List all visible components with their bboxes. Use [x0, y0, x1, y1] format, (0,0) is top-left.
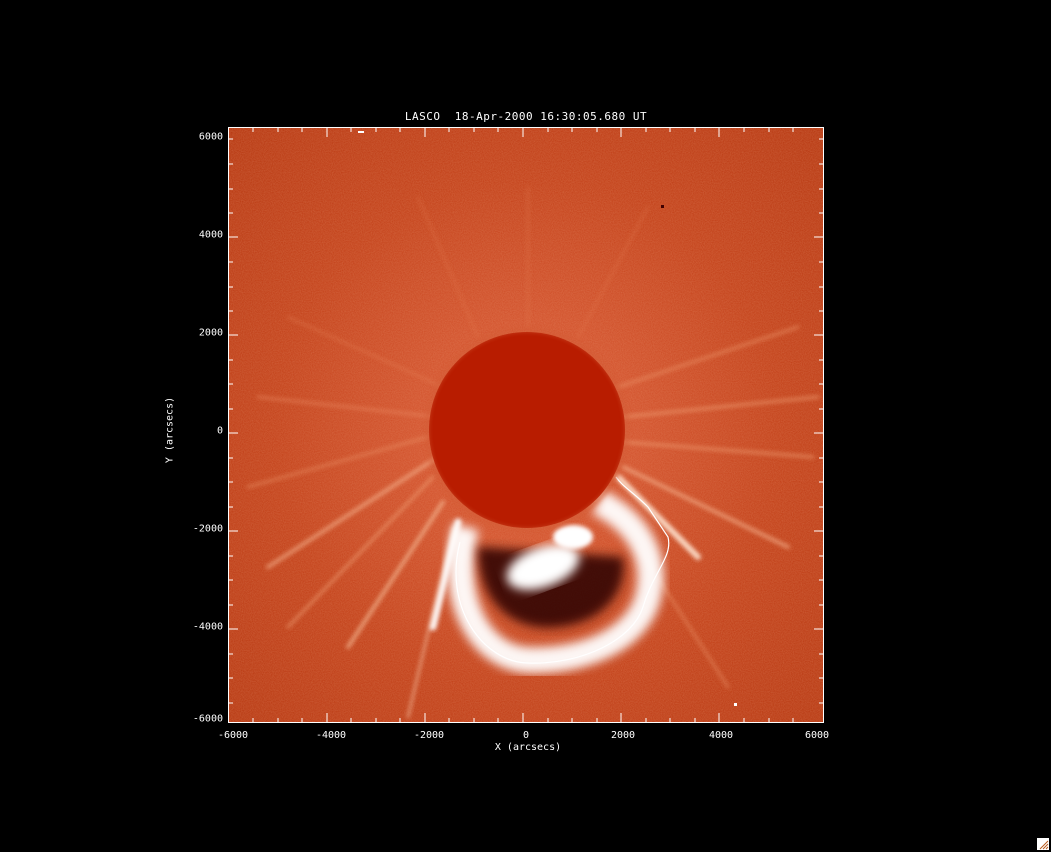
y-tick-label: -4000 — [192, 621, 223, 633]
stray-pixel — [661, 205, 664, 208]
stray-pixel — [358, 131, 364, 133]
x-tick-label: -2000 — [413, 730, 445, 741]
occulter-disk — [429, 332, 625, 528]
plot-title: LASCO 18-Apr-2000 16:30:05.680 UT — [404, 110, 648, 123]
y-axis-label: Y (arcsecs) — [164, 396, 176, 464]
x-tick-label: 4000 — [708, 730, 734, 741]
x-tick-label: -4000 — [315, 730, 347, 741]
cme-structure — [447, 476, 670, 674]
x-tick-label: -6000 — [217, 730, 249, 741]
x-tick-label: 0 — [522, 730, 530, 741]
x-tick-label: 6000 — [804, 730, 830, 741]
occulter-rim — [425, 328, 629, 532]
axes-frame — [228, 127, 824, 723]
y-tick-label: 0 — [216, 425, 223, 437]
minor-ticks — [228, 127, 824, 723]
y-tick-label: 2000 — [198, 327, 223, 339]
x-axis-label: X (arcsecs) — [494, 742, 562, 753]
y-tick-label: 4000 — [198, 229, 223, 241]
coronagraph-image — [228, 127, 824, 723]
y-tick-label: -6000 — [192, 713, 223, 725]
coronal-streamers — [246, 186, 820, 719]
y-tick-label: -2000 — [192, 523, 223, 535]
stray-pixel — [734, 703, 737, 706]
y-tick-label: 6000 — [198, 131, 223, 143]
x-tick-label: 2000 — [610, 730, 636, 741]
resize-grip-icon[interactable] — [1037, 838, 1049, 850]
